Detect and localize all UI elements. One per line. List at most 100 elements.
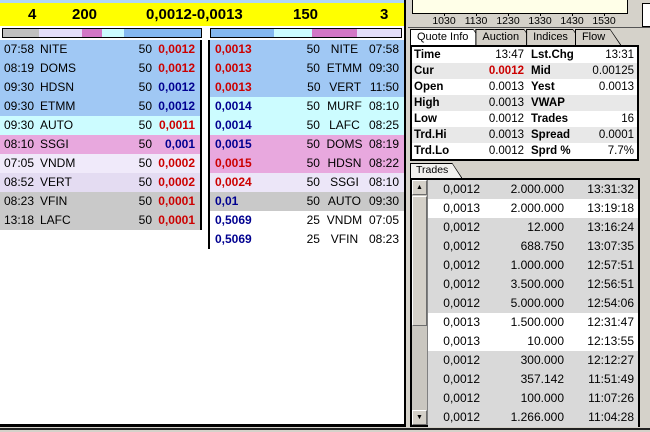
quote-field-value: 0.0012 — [488, 65, 524, 77]
ask-size: 25 — [306, 232, 320, 246]
bid-row[interactable]: 09:30 AUTO 50 0,0011 — [0, 116, 200, 135]
bid-row[interactable]: 08:10 SSGI 50 0,001 — [0, 135, 200, 154]
trade-row[interactable]: 0,0012 300.000 12:12:27 — [428, 351, 638, 370]
ask-row[interactable]: 0,0013 50 NITE 07:58 — [210, 40, 404, 59]
trade-size: 688.750 — [520, 239, 564, 253]
quote-field-label: Sprd % — [531, 145, 571, 157]
ask-price: 0,5069 — [215, 232, 252, 246]
depth-segment — [82, 29, 102, 37]
tab[interactable]: Indices — [526, 29, 584, 45]
scrollbar-thumb[interactable] — [412, 196, 427, 326]
ask-row[interactable]: 0,0014 50 LAFC 08:25 — [210, 116, 404, 135]
trade-time: 11:07:26 — [588, 391, 634, 405]
trade-row[interactable]: 0,0012 357.142 11:51:49 — [428, 370, 638, 389]
trades-scrollbar[interactable]: ▲ ▼ — [412, 180, 428, 425]
trade-row[interactable]: 0,0013 1.500.000 12:31:47 — [428, 313, 638, 332]
trade-row[interactable]: 0,0012 12.000 13:16:24 — [428, 218, 638, 237]
market-maker-id: VNDM — [326, 213, 363, 227]
ask-mm-count: 3 — [380, 6, 389, 23]
ask-price: 0,5069 — [215, 213, 252, 227]
bid-row[interactable]: 09:30 ETMM 50 0,0012 — [0, 97, 200, 116]
trade-size: 100.000 — [520, 391, 564, 405]
trade-price: 0,0012 — [443, 353, 480, 367]
market-maker-id: NITE — [40, 42, 68, 56]
trade-row[interactable]: 0,0012 1.266.000 11:04:28 — [428, 408, 638, 427]
bid-row[interactable]: 07:58 NITE 50 0,0012 — [0, 40, 200, 59]
bid-price: 0,0012 — [158, 42, 195, 56]
market-maker-id: LAFC — [329, 118, 360, 132]
trade-size: 5.000.000 — [510, 296, 564, 310]
best-bid-ask-spread: 0,0012-0,0013 — [146, 6, 243, 23]
bid-row[interactable]: 13:18 LAFC 50 0,0001 — [0, 211, 200, 230]
axis-tick-label: 1530 — [588, 13, 620, 27]
bid-row[interactable]: 08:23 VFIN 50 0,0001 — [0, 192, 200, 211]
axis-tick-label: 1230 — [492, 13, 524, 27]
bid-row[interactable]: 07:05 VNDM 50 0,0002 — [0, 154, 200, 173]
chart-time-axis: 1030 1130 1230 1330 1430 1530 — [412, 13, 628, 27]
trade-size: 1.266.000 — [510, 410, 564, 424]
quote-field-value — [582, 95, 637, 111]
trade-row[interactable]: 0,0012 1.000.000 12:57:51 — [428, 256, 638, 275]
trade-row[interactable]: 0,0013 2.000.000 13:19:18 — [428, 199, 638, 218]
quote-field-label: Low — [414, 113, 437, 125]
trade-price: 0,0012 — [443, 372, 480, 386]
ask-size: 50 — [306, 42, 320, 56]
tab[interactable]: Auction — [475, 29, 535, 45]
trade-price: 0,0013 — [443, 201, 480, 215]
market-maker-id: AUTO — [327, 194, 362, 208]
trade-time: 13:07:35 — [587, 239, 634, 253]
tab-label: Quote Info — [417, 31, 469, 43]
scroll-up-icon: ▲ — [416, 184, 423, 191]
ask-size: 25 — [306, 213, 320, 227]
quote-time: 09:30 — [4, 99, 35, 113]
ask-row[interactable]: 0,5069 25 VNDM 07:05 — [210, 211, 404, 230]
trade-row[interactable]: 0,0012 3.500.000 12:56:51 — [428, 275, 638, 294]
trade-row[interactable]: 0,0012 100.000 11:07:26 — [428, 389, 638, 408]
trade-size: 2.000.000 — [510, 201, 564, 215]
quote-info-row: Time 13:47 Lst.Chg 13:31 — [412, 47, 637, 63]
bid-price: 0,0012 — [158, 61, 195, 75]
trade-time: 12:56:51 — [587, 277, 634, 291]
market-maker-id: DOMS — [326, 137, 363, 151]
ask-row[interactable]: 0,01 50 AUTO 09:30 — [210, 192, 404, 211]
ask-price: 0,01 — [215, 194, 239, 208]
quote-field-value: 0.00125 — [592, 65, 634, 77]
quote-field-value: 13:47 — [495, 49, 524, 61]
quote-info-row: Cur 0.0012 Mid 0.00125 — [412, 63, 637, 79]
ask-row[interactable]: 0,0015 50 DOMS 08:19 — [210, 135, 404, 154]
quote-field-value: 0.0013 — [488, 97, 524, 109]
trade-size: 300.000 — [520, 353, 564, 367]
ask-row[interactable]: 0,0024 50 SSGI 08:10 — [210, 173, 404, 192]
quote-field-label: Trd.Hi — [414, 129, 447, 141]
scroll-up-button[interactable]: ▲ — [412, 180, 427, 195]
ask-row[interactable]: 0,5069 25 VFIN 08:23 — [210, 230, 404, 249]
scroll-down-button[interactable]: ▼ — [412, 410, 427, 425]
ask-row[interactable]: 0,0014 50 MURF 08:10 — [210, 97, 404, 116]
trade-row[interactable]: 0,0012 5.000.000 12:54:06 — [428, 294, 638, 313]
trade-row[interactable]: 0,0012 688.750 13:07:35 — [428, 237, 638, 256]
ask-row[interactable]: 0,0013 50 VERT 11:50 — [210, 78, 404, 97]
bid-row[interactable]: 09:30 HDSN 50 0,0012 — [0, 78, 200, 97]
ask-size: 50 — [306, 99, 320, 113]
tab[interactable]: Flow — [575, 29, 621, 45]
tab-label: Auction — [482, 31, 520, 43]
bid-size: 50 — [138, 137, 152, 151]
quote-field-label: Cur — [414, 65, 434, 77]
quote-field-value: 0.0013 — [488, 129, 524, 141]
tab-trades[interactable]: Trades — [410, 163, 462, 178]
trade-price: 0,0013 — [443, 315, 480, 329]
ask-row[interactable]: 0,0013 50 ETMM 09:30 — [210, 59, 404, 78]
tab[interactable]: Quote Info — [410, 29, 484, 45]
ask-table: 0,0013 50 NITE 07:58 0,0013 50 ETMM 09:3… — [208, 40, 404, 249]
trade-row[interactable]: 0,0012 2.000.000 13:31:32 — [428, 180, 638, 199]
quote-field-value: 13:31 — [605, 49, 634, 61]
ask-row[interactable]: 0,0015 50 HDSN 08:22 — [210, 154, 404, 173]
quote-field-value: 7.7% — [607, 145, 634, 157]
ask-size: 50 — [306, 156, 320, 170]
trade-time: 13:31:32 — [587, 182, 634, 196]
ask-size: 50 — [307, 80, 321, 94]
market-maker-id: HDSN — [40, 80, 75, 94]
bid-row[interactable]: 08:19 DOMS 50 0,0012 — [0, 59, 200, 78]
trade-row[interactable]: 0,0013 10.000 12:13:55 — [428, 332, 638, 351]
bid-row[interactable]: 08:52 VERT 50 0,0002 — [0, 173, 200, 192]
